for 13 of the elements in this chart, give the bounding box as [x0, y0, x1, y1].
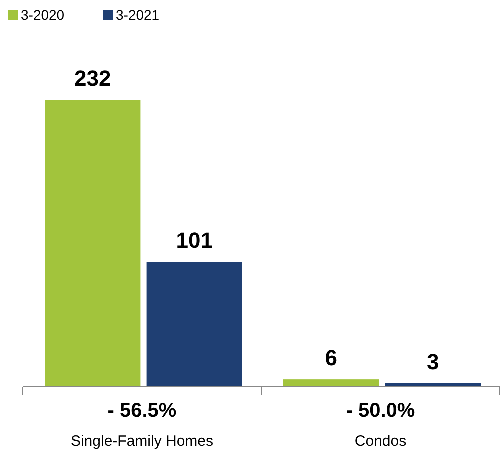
text: - 50.0% — [346, 400, 416, 422]
legend-label: 3-2020 — [21, 7, 65, 23]
data-label: 101 — [176, 228, 214, 254]
legend-label: 3-2021 — [116, 7, 160, 23]
bar — [146, 262, 242, 387]
data-label: 3 — [427, 349, 440, 374]
x-tick-label: Condos — [354, 433, 407, 450]
data-label: 6 — [325, 346, 338, 371]
bar — [284, 380, 380, 387]
bar — [45, 100, 141, 387]
text: - 56.5% — [108, 400, 177, 422]
data-label: 232 — [74, 66, 112, 91]
x-tick-label: Single-Family Homes — [70, 433, 214, 450]
